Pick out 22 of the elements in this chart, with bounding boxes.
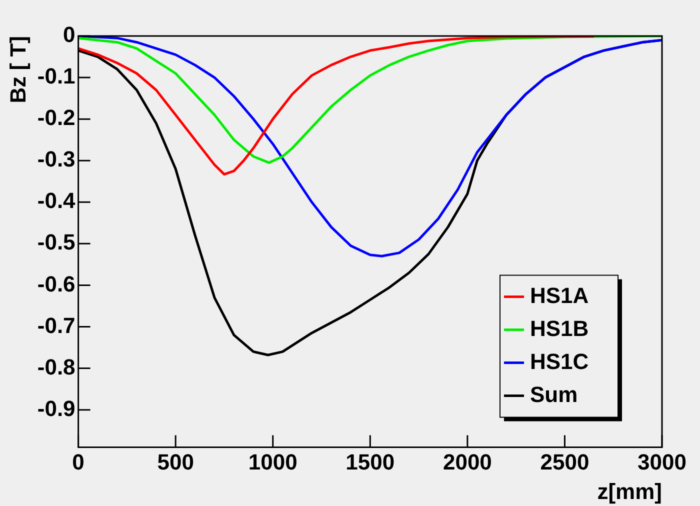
y-tick-label: 0 bbox=[63, 22, 76, 48]
y-tick-label: -0.4 bbox=[37, 188, 76, 214]
x-tick-label: 3000 bbox=[638, 449, 686, 474]
y-tick-label: -0.3 bbox=[37, 146, 76, 172]
x-tick-label: 2000 bbox=[442, 449, 492, 474]
x-tick-label: 500 bbox=[157, 449, 194, 474]
legend-label: HS1B bbox=[530, 316, 589, 341]
y-tick-label: -0.2 bbox=[37, 105, 76, 130]
x-tick-label: 1000 bbox=[248, 449, 298, 474]
x-tick-label: 1500 bbox=[346, 449, 395, 474]
y-tick-label: -0.1 bbox=[37, 64, 76, 89]
x-tick-label: 2500 bbox=[540, 449, 590, 474]
y-tick-label: -0.9 bbox=[37, 396, 76, 421]
y-tick-label: -0.5 bbox=[37, 230, 76, 255]
legend-label: HS1A bbox=[530, 282, 589, 308]
y-axis-title: Bz [ T] bbox=[5, 36, 30, 104]
legend-label: Sum bbox=[530, 382, 578, 407]
y-tick-label: -0.6 bbox=[37, 271, 76, 296]
x-axis-title: z[mm] bbox=[597, 478, 662, 504]
y-tick-label: -0.7 bbox=[37, 312, 76, 338]
y-tick-label: -0.8 bbox=[37, 354, 76, 380]
legend-label: HS1C bbox=[530, 348, 589, 374]
